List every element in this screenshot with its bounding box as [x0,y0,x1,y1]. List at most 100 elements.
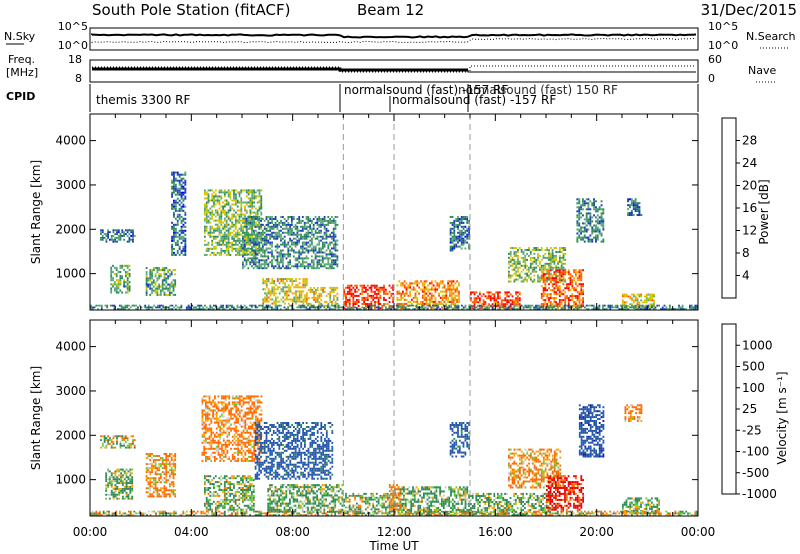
velocity-echo-cell [107,435,109,438]
power-echo-cell [318,225,321,228]
power-echo-cell [591,308,593,310]
power-echo-cell [473,301,476,304]
power-echo-cell [227,195,230,198]
power-echo-cell [560,273,563,276]
power-echo-cell [482,301,485,304]
power-echo-cell [180,179,183,182]
power-echo-cell [244,209,246,212]
power-echo-cell [240,253,243,256]
power-echo-cell [180,173,183,176]
power-echo-cell [542,266,545,269]
velocity-echo-cell [125,480,128,483]
power-echo-cell [578,216,581,219]
power-echo-cell [329,292,332,295]
power-echo-cell [121,264,124,267]
power-echo-cell [238,306,241,309]
power-echo-cell [602,220,605,223]
power-echo-cell [555,247,558,249]
power-echo-cell [517,260,519,263]
power-echo-cell [316,294,319,297]
power-echo-cell [690,308,693,310]
velocity-echo-cell [120,491,122,494]
power-echo-cell [336,216,339,218]
power-echo-cell [325,249,328,252]
power-echo-cell [298,292,301,295]
power-echo-cell [352,305,355,307]
velocity-echo-cell [110,484,113,486]
power-echo-cell [256,209,259,212]
velocity-echo-cell [121,468,124,471]
power-echo-cell [381,305,384,307]
power-echo-cell [630,202,633,205]
power-echo-cell [301,247,304,250]
power-echo-cell [296,218,299,220]
power-echo-cell [524,262,527,265]
power-echo-cell [430,292,433,295]
power-echo-cell [276,278,279,281]
power-echo-cell [167,293,169,296]
power-echo-cell [236,209,239,212]
power-echo-cell [318,229,321,232]
power-echo-cell [185,306,188,309]
power-echo-cell [170,291,173,294]
power-echo-cell [546,262,548,265]
power-echo-cell [452,300,455,303]
power-echo-cell [508,291,510,294]
power-echo-cell [679,308,682,310]
power-echo-cell [450,306,452,309]
power-echo-cell [477,301,479,304]
power-echo-cell [441,296,444,299]
power-echo-cell [224,205,226,208]
power-echo-cell [220,219,223,222]
power-echo-cell [520,256,523,259]
power-echo-cell [225,229,228,232]
power-echo-cell [347,308,349,310]
power-echo-cell [598,208,601,211]
power-echo-cell [170,273,173,276]
power-echo-cell [316,219,319,222]
power-echo-cell [569,275,572,278]
power-echo-cell [580,306,583,309]
freq-label-bottom: [MHz] [6,66,38,79]
power-echo-cell [254,233,257,236]
power-echo-cell [542,291,545,294]
power-echo-cell [583,200,586,203]
power-echo-cell [535,247,538,249]
power-echo-cell [245,225,248,228]
power-echo-cell [242,245,244,248]
power-echo-cell [278,231,281,234]
power-echo-cell [271,306,273,309]
power-echo-cell [301,259,304,262]
power-echo-cell [126,285,129,288]
power-echo-cell [345,305,347,307]
power-echo-cell [332,243,335,246]
power-echo-cell [262,302,265,305]
power-echo-cell [294,245,297,248]
power-echo-cell [555,273,558,276]
power-echo-cell [549,277,552,280]
power-echo-cell [529,266,532,269]
power-echo-cell [412,308,414,310]
power-echo-cell [366,294,369,297]
power-echo-cell [491,293,494,296]
power-echo-cell [145,271,148,274]
power-echo-cell [323,237,326,240]
power-echo-cell [557,251,559,253]
power-echo-cell [247,257,250,260]
power-echo-cell [204,193,206,196]
power-echo-cell [549,304,552,307]
power-echo-cell [531,249,534,251]
power-echo-cell [632,214,635,216]
power-echo-cell [184,221,187,224]
power-echo-cell [576,295,579,298]
power-echo-cell [309,223,311,226]
power-echo-cell [399,306,402,309]
power-echo-cell [578,230,581,233]
power-echo-cell [460,235,463,238]
power-echo-cell [290,304,293,307]
power-echo-cell [287,302,290,305]
power-echo-cell [595,236,597,239]
power-echo-cell [205,249,208,252]
power-echo-cell [562,280,565,283]
power-echo-cell [564,280,567,283]
